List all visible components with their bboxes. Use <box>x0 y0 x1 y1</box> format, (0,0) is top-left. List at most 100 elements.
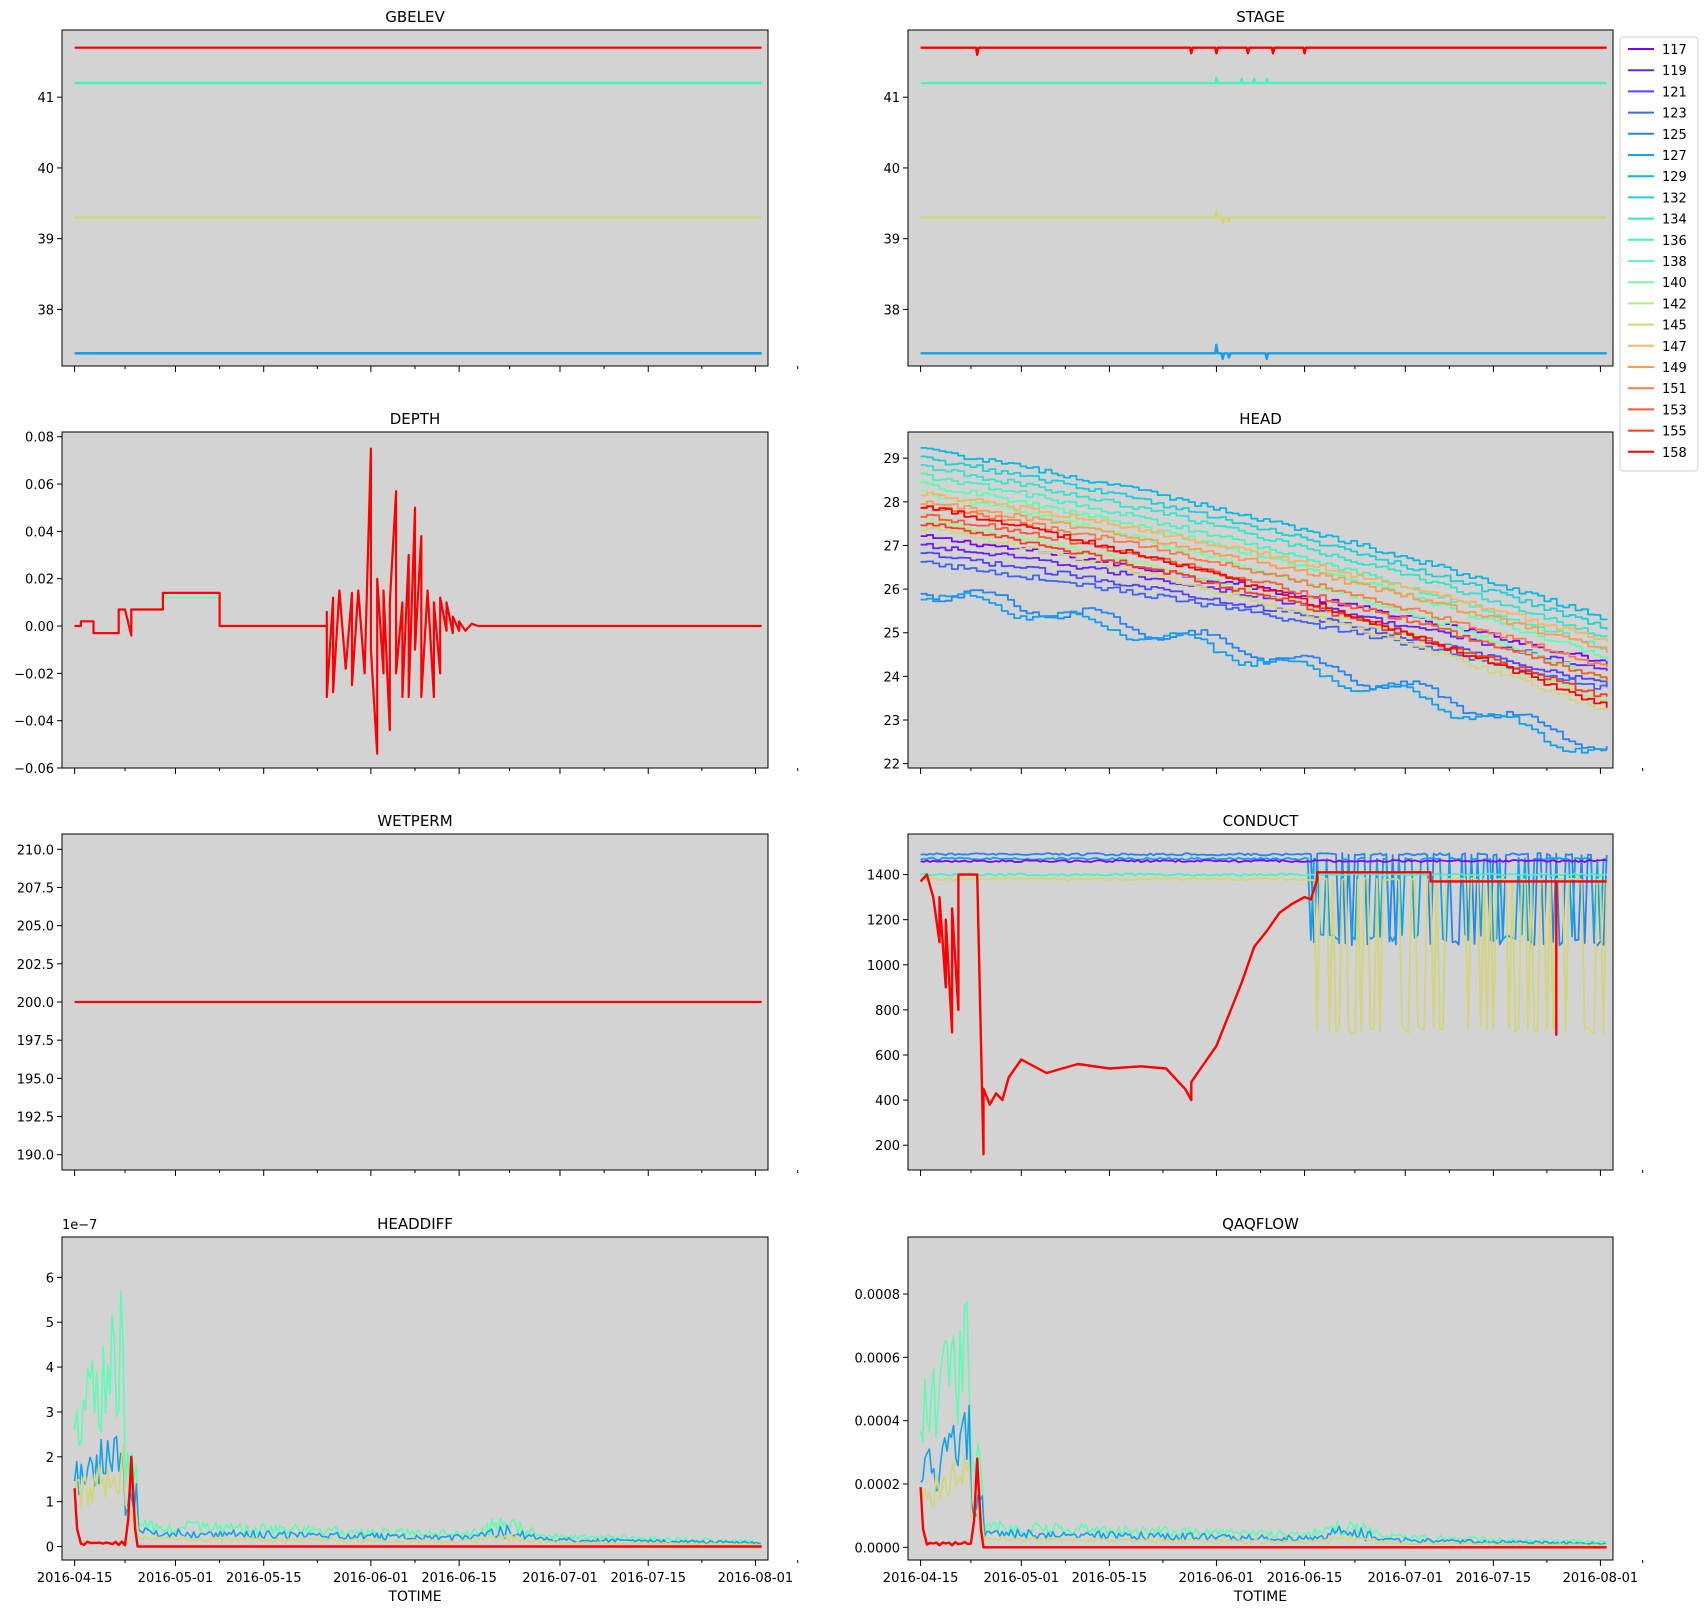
series-line-127 <box>920 343 1607 361</box>
y-tick-label: 202.5 <box>17 958 54 973</box>
panel-depth: −0.06 −0.04 −0.02 0.00 0.02 0.04 0.06 0.08 DEPTH <box>14 410 799 777</box>
y-tick-label: 40 <box>37 162 54 177</box>
y-tick-label: 192.5 <box>17 1111 54 1126</box>
x-tick-label: 2016-04-15 <box>883 1571 959 1586</box>
panel-title: DEPTH <box>390 410 441 428</box>
panel-title: STAGE <box>1236 8 1285 26</box>
plot-area <box>908 834 1613 1170</box>
legend-label: 125 <box>1662 128 1687 143</box>
y-tick-label: 1000 <box>867 959 900 974</box>
series-group <box>74 447 762 755</box>
panel-title: WETPERM <box>377 812 452 830</box>
x-tick-label: 2016-07-01 <box>522 1571 598 1586</box>
y-tick-label: −0.06 <box>14 762 54 777</box>
y-tick-label: 0.0002 <box>855 1478 901 1493</box>
legend-label: 145 <box>1662 319 1687 334</box>
legend-label: 149 <box>1662 361 1687 376</box>
series-line-155 <box>920 522 1608 698</box>
y-tick-label: 400 <box>875 1094 900 1109</box>
y-tick-label: 40 <box>883 162 900 177</box>
legend-label: 151 <box>1662 382 1687 397</box>
series-line-153 <box>920 513 1608 683</box>
series-line-149 <box>920 500 1608 653</box>
x-tick-label: 2016-05-01 <box>138 1571 214 1586</box>
series-line-127 <box>920 856 1607 942</box>
legend-label: 136 <box>1662 234 1687 249</box>
x-tick-label: 2016-08-01 <box>718 1571 794 1586</box>
y-tick-label: 190.0 <box>17 1149 54 1164</box>
series-line-158 <box>73 1455 762 1548</box>
series-line-129 <box>920 447 1608 621</box>
plot-area <box>908 30 1613 366</box>
series-group <box>74 46 762 355</box>
y-tick-label: 39 <box>883 233 900 248</box>
panel-head: 22 23 24 25 26 27 28 29 HEAD <box>883 410 1644 774</box>
plot-area <box>62 1237 768 1560</box>
series-line-158 <box>920 46 1607 56</box>
x-tick-label: 2016-07-01 <box>1367 1571 1443 1586</box>
series-line-127 <box>920 592 1607 754</box>
y-tick-label: 1 <box>46 1496 54 1511</box>
series-line-136 <box>920 872 1607 877</box>
legend: 117 119 121 123 125 127 129 132 134 136 138 140 142 1… <box>1619 36 1699 472</box>
series-line-145 <box>920 209 1607 225</box>
x-tick-label: 2016-06-15 <box>421 1571 497 1586</box>
y-tick-label: 0.00 <box>25 620 54 635</box>
panel-conduct: 200 400 600 800 1000 1200 1400 CONDUCT <box>867 812 1644 1176</box>
y-tick-label: 3 <box>46 1406 54 1421</box>
plot-area <box>62 30 768 366</box>
series-line-158 <box>919 871 1607 1156</box>
legend-label: 138 <box>1662 255 1687 270</box>
series-line-147 <box>920 491 1608 642</box>
legend-label: 158 <box>1662 446 1687 461</box>
x-tick-label: 2016-08-01 <box>1563 1571 1639 1586</box>
legend-label: 129 <box>1662 170 1687 185</box>
x-axis-label: TOTIME <box>387 1589 441 1605</box>
panel-qaqflow: 0.0000 0.0002 0.0004 0.0006 0.0008 2016-04-15… <box>855 1215 1644 1605</box>
y-tick-label: 0 <box>46 1541 54 1556</box>
x-tick-label: 2016-06-01 <box>333 1571 409 1586</box>
legend-label: 147 <box>1662 340 1687 355</box>
y-tick-label: 0.0000 <box>855 1541 901 1556</box>
y-tick-label: 200 <box>875 1139 900 1154</box>
y-tick-label: 0.0008 <box>855 1288 901 1303</box>
y-tick-label: 0.02 <box>25 573 54 588</box>
y-tick-label: 800 <box>875 1004 900 1019</box>
series-line-158 <box>919 1457 1607 1549</box>
y-tick-label: 0.0006 <box>855 1351 901 1366</box>
legend-label: 127 <box>1662 149 1687 164</box>
y-tick-label: 29 <box>883 452 900 467</box>
panel-title: CONDUCT <box>1223 812 1300 830</box>
y-tick-label: 26 <box>883 583 900 598</box>
series-line-138 <box>919 1300 1607 1544</box>
y-tick-label: 39 <box>37 233 54 248</box>
x-tick-label: 2016-07-15 <box>610 1571 686 1586</box>
y-tick-label: 205.0 <box>17 920 54 935</box>
panel-wetperm: 190.0 192.5 195.0 197.5 200.0 202.5 205.0 207.5… <box>17 812 799 1176</box>
series-line-132 <box>920 455 1608 630</box>
y-tick-label: 6 <box>46 1271 54 1286</box>
y-tick-label: 195.0 <box>17 1072 54 1087</box>
series-line-151 <box>920 505 1608 668</box>
y-tick-label: −0.04 <box>14 715 54 730</box>
y-tick-label: 38 <box>883 303 900 318</box>
y-tick-label: 207.5 <box>17 881 54 896</box>
y-tick-label: 1200 <box>867 914 900 929</box>
y-tick-label: 0.0004 <box>855 1415 901 1430</box>
y-tick-label: 28 <box>883 496 900 511</box>
series-line-121 <box>920 551 1608 687</box>
x-axis-label: TOTIME <box>1233 1589 1287 1605</box>
series-group <box>920 447 1608 754</box>
y-tick-label: 5 <box>46 1316 54 1331</box>
panel-title: HEADDIFF <box>377 1215 453 1233</box>
legend-label: 123 <box>1662 107 1687 122</box>
panel-title: HEAD <box>1239 410 1282 428</box>
series-group <box>919 1300 1607 1549</box>
legend-label: 155 <box>1662 425 1687 440</box>
y-tick-label: 1400 <box>867 869 900 884</box>
legend-label: 117 <box>1662 43 1687 58</box>
y-tick-label: 0.04 <box>25 525 54 540</box>
series-line-136 <box>920 76 1607 85</box>
y-tick-label: 0.08 <box>25 431 54 446</box>
y-tick-label: 25 <box>883 627 900 642</box>
